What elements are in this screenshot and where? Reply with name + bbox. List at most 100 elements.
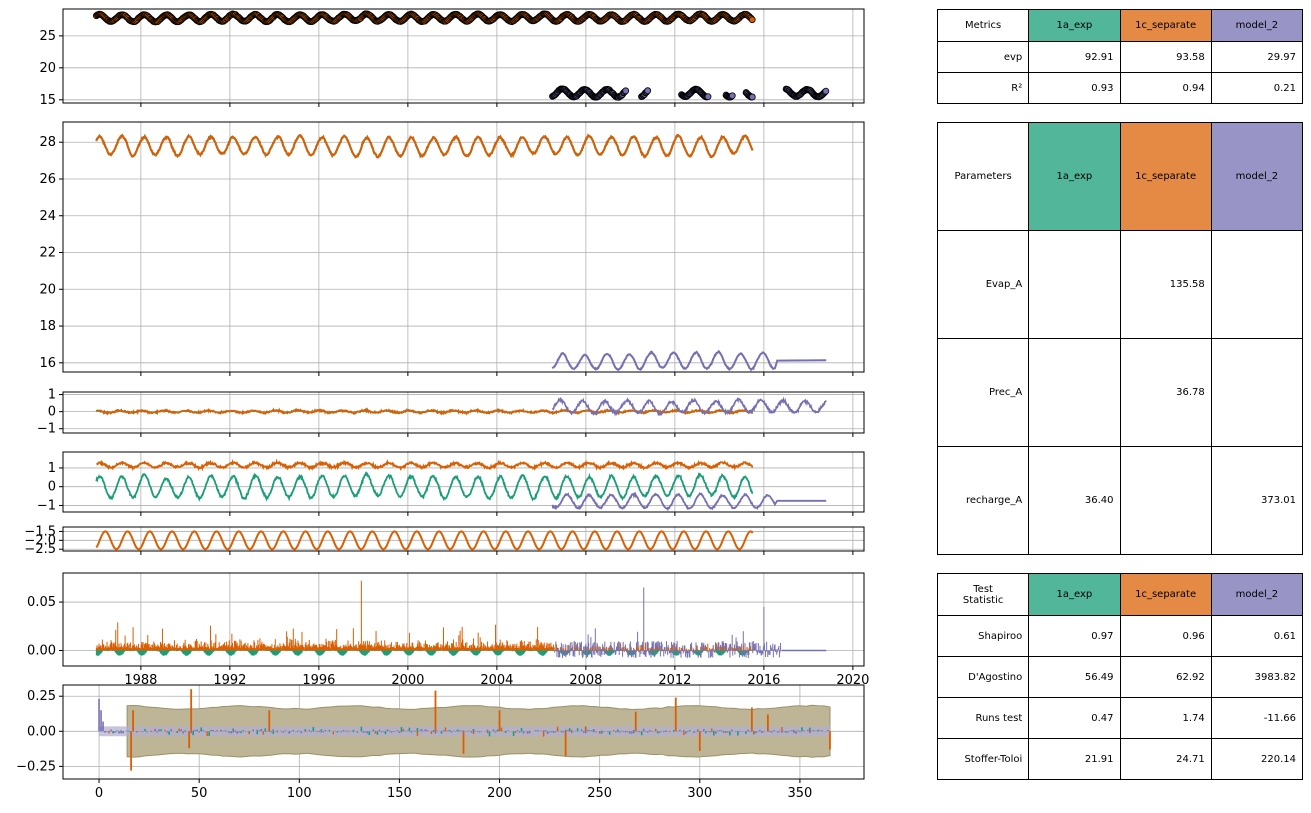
tests-cell: 0.97 xyxy=(1028,615,1121,657)
tests-row-label: Stoffer-Toloi xyxy=(936,738,1030,780)
x-tick-label: 2012 xyxy=(658,673,691,688)
metrics-cell: 0.21 xyxy=(1210,72,1304,104)
metrics-header-1a-exp: 1a_exp xyxy=(1028,9,1121,42)
y-tick-label: 26 xyxy=(39,172,56,187)
panel-simulated-and-observed-heads: 15 20 25 xyxy=(39,8,865,108)
observation-markers xyxy=(92,10,830,101)
series-line-model-2 xyxy=(551,396,827,417)
parameters-header-1a-exp: 1a_exp xyxy=(1028,122,1121,231)
metrics-cell: 0.93 xyxy=(1028,72,1121,104)
parameters-cell: 135.58 xyxy=(1119,230,1212,339)
panel-contributions: 1 0 −1 xyxy=(37,451,865,516)
test-statistic-table: Test Statistic 1a_exp 1c_separate model_… xyxy=(936,573,1304,780)
y-tick-label: 24 xyxy=(39,209,56,224)
y-tick-label: 0 xyxy=(48,405,56,420)
x-tick-label: 1992 xyxy=(213,673,246,688)
x-tick-label: 100 xyxy=(287,786,312,801)
axes-border xyxy=(62,572,865,667)
axes-frame: 1 0 −1 xyxy=(37,388,865,437)
y-tick-label: 0.00 xyxy=(27,644,56,659)
plot-marks xyxy=(95,458,827,512)
parameters-table: Parameters 1a_exp 1c_separate model_2 Ev… xyxy=(936,122,1304,555)
axes-border xyxy=(62,391,865,434)
y-tick-label: 25 xyxy=(39,29,56,44)
metrics-row-label: evp xyxy=(936,41,1030,73)
series-line-1c-separate xyxy=(95,530,754,551)
x-tick-label: 0 xyxy=(95,786,103,801)
y-tick-label: 20 xyxy=(39,282,56,297)
y-tick-label: 0 xyxy=(48,480,56,495)
parameters-cell: 373.01 xyxy=(1210,446,1304,555)
series-line-model-2 xyxy=(551,349,827,372)
observation-point xyxy=(728,92,736,100)
axes-frame: 15 20 25 xyxy=(39,8,865,108)
tests-cell: 0.96 xyxy=(1119,615,1212,657)
tests-cell: 220.14 xyxy=(1210,738,1304,780)
x-tick-label: 150 xyxy=(387,786,412,801)
y-tick-label: −1.5 xyxy=(24,524,56,539)
metrics-header-label: Metrics xyxy=(936,9,1030,42)
parameters-cell: 36.40 xyxy=(1028,446,1121,555)
tests-header-label: Test Statistic xyxy=(936,573,1030,616)
parameters-cell xyxy=(1210,230,1304,339)
x-tick-label: 250 xyxy=(587,786,612,801)
plot-marks xyxy=(95,530,754,551)
series-line-model-2 xyxy=(551,491,827,512)
x-tick-label: 300 xyxy=(687,786,712,801)
plot-marks xyxy=(92,10,830,101)
tests-cell: 56.49 xyxy=(1028,656,1121,698)
series-line-1c-separate xyxy=(95,407,754,416)
y-tick-label: −1 xyxy=(37,498,56,513)
metrics-cell: 93.58 xyxy=(1119,41,1212,73)
axes-border xyxy=(62,526,865,552)
plot-marks xyxy=(95,133,827,372)
series-line-1c-separate xyxy=(96,458,754,472)
panel-recharge: 0.05 0.00 1988 1992 1996 2000 2004 2008 2012 2016… xyxy=(27,572,869,688)
metrics-cell: 29.97 xyxy=(1210,41,1304,73)
observation-point xyxy=(748,16,756,24)
metrics-row-label: R² xyxy=(936,72,1030,104)
axes-border xyxy=(62,121,865,373)
parameters-cell xyxy=(1210,338,1304,447)
observation-point xyxy=(704,93,712,101)
x-tick-label: 200 xyxy=(487,786,512,801)
observation-point xyxy=(622,87,630,95)
grid-lines xyxy=(63,452,864,512)
tests-cell: 21.91 xyxy=(1028,738,1121,780)
plot-marks xyxy=(95,396,827,417)
parameters-row-label: recharge_A xyxy=(936,446,1030,555)
y-tick-label: 15 xyxy=(39,93,56,108)
x-tick-label: 350 xyxy=(788,786,813,801)
parameters-cell: 36.78 xyxy=(1119,338,1212,447)
y-tick-label: −2.5 xyxy=(24,542,56,557)
y-tick-label: 22 xyxy=(39,246,56,261)
x-tick-label: 1988 xyxy=(124,673,157,688)
parameters-row-label: Prec_A xyxy=(936,338,1030,447)
x-tick-label: 2008 xyxy=(569,673,602,688)
tests-header-1a-exp: 1a_exp xyxy=(1028,573,1121,616)
series-line-1a-exp xyxy=(95,471,754,502)
panel-simulated-heads: 16 18 20 22 24 26 28 xyxy=(39,121,865,376)
tests-header-model-2: model_2 xyxy=(1210,573,1304,616)
metrics-header-1c-separate: 1c_separate xyxy=(1119,9,1212,42)
observation-point xyxy=(822,87,830,95)
series-line-1c-separate xyxy=(95,133,754,159)
axes-border xyxy=(62,451,865,513)
tests-cell: 0.47 xyxy=(1028,697,1121,739)
tests-row-label: Runs test xyxy=(936,697,1030,739)
plot-marks xyxy=(95,580,827,659)
panel-step-contribution: −1.5−2.0−2.5 xyxy=(24,524,865,557)
tests-cell: 3983.82 xyxy=(1210,656,1304,698)
x-tick-label: 1996 xyxy=(302,673,335,688)
y-tick-label: 0.00 xyxy=(27,724,56,739)
metrics-cell: 92.91 xyxy=(1028,41,1121,73)
bars-1c-separate xyxy=(95,580,555,651)
grid-lines xyxy=(63,122,864,372)
parameters-header-label: Parameters xyxy=(936,122,1030,231)
metrics-cell: 0.94 xyxy=(1119,72,1212,104)
metrics-table: Metrics 1a_exp 1c_separate model_2 evp 9… xyxy=(936,9,1304,104)
y-tick-label: 16 xyxy=(39,356,56,371)
observation-point xyxy=(748,93,756,101)
parameters-cell xyxy=(1028,338,1121,447)
